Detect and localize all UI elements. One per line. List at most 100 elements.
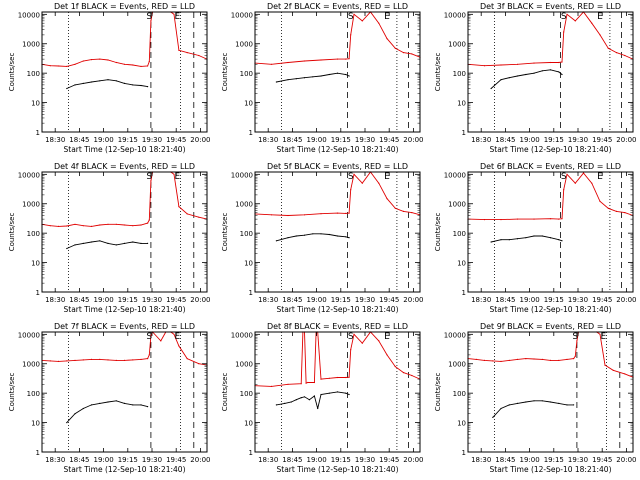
flag-marker: S [348,12,354,22]
x-tick-label: 18:30 [258,136,278,144]
x-axis-label: Start Time (12-Sep-10 18:21:40) [490,145,612,154]
data-point-lld [483,65,486,67]
data-point-lld [287,383,289,385]
data-point-events [516,238,519,240]
data-point-lld [361,342,363,344]
data-point-lld [336,376,339,379]
data-point-lld [563,189,565,191]
y-tick-label: 10 [244,100,253,108]
data-point-lld [378,182,380,184]
data-point-events [90,404,93,406]
y-tick-label: 1 [249,129,253,137]
y-tick-label: 1 [249,449,253,457]
data-point-events [287,79,289,81]
data-point-lld [186,358,188,360]
x-tick-label: 18:45 [69,456,89,464]
data-point-lld [90,59,93,61]
data-point-lld [500,64,502,66]
y-tick-label: 1 [36,129,40,137]
data-point-lld [525,358,527,360]
data-point-lld [123,63,126,65]
data-point-events [66,422,68,424]
data-point-lld [566,173,568,175]
data-point-lld [483,219,486,221]
y-axis-label: Counts/sec [434,213,442,252]
data-point-lld [320,378,322,380]
panel-title: Det 2f BLACK = Events, RED = LLD [267,2,408,11]
data-point-events [123,242,126,244]
data-point-events [492,416,494,418]
x-tick-label: 19:45 [166,136,186,144]
data-point-lld [173,173,175,175]
data-point-lld [394,207,396,209]
data-point-lld [107,223,109,225]
data-point-lld [558,218,560,220]
x-tick-label: 19:45 [166,456,186,464]
series-line-events [490,235,563,243]
data-point-lld [148,60,150,63]
y-axis-label: Counts/sec [221,373,229,412]
data-point-events [107,79,109,81]
flag-marker: S [572,332,578,342]
y-tick-label: 10000 [444,171,466,179]
data-point-lld [386,354,388,356]
data-point-lld [533,218,535,220]
x-tick-label: 18:45 [282,136,302,144]
x-tick-label: 20:00 [403,136,423,144]
data-point-events [295,235,297,237]
data-point-events [140,404,142,406]
data-point-lld [558,359,560,361]
y-tick-label: 100 [27,390,40,398]
data-point-lld [198,54,200,57]
y-tick-label: 100 [453,230,466,238]
plot-frame [41,11,208,133]
data-point-lld [66,360,68,362]
data-point-events [82,407,84,410]
data-point-events [348,393,350,396]
data-point-events [328,392,330,394]
data-point-lld [147,358,149,360]
x-axis-label: Start Time (12-Sep-10 18:21:40) [277,305,399,314]
data-point-lld [270,214,273,216]
data-point-lld [107,59,109,61]
data-point-events [348,237,350,239]
data-point-lld [508,359,510,361]
flag-marker: S [561,172,567,182]
data-point-lld [483,359,486,361]
data-point-events [115,244,117,246]
x-tick-label: 19:30 [568,136,588,144]
x-tick-label: 19:00 [520,136,540,144]
data-point-lld [49,65,51,67]
x-tick-label: 19:15 [331,296,351,304]
x-tick-label: 18:30 [471,456,491,464]
y-tick-label: 10 [31,260,40,268]
data-point-lld [336,58,339,60]
y-tick-label: 10000 [18,11,40,19]
data-point-lld [574,20,576,22]
flag-marker: E [384,332,390,342]
data-point-lld [328,377,330,379]
x-axis-label: Start Time (12-Sep-10 18:21:40) [277,465,399,474]
data-point-lld [516,358,519,360]
plot-frame [467,331,634,453]
y-tick-label: 100 [240,230,253,238]
data-point-lld [402,52,405,54]
data-point-lld [599,333,601,335]
x-axis-label: Start Time (12-Sep-10 18:21:40) [64,145,186,154]
data-point-lld [57,360,60,362]
data-point-events [147,406,149,408]
series-line-events [276,391,350,409]
data-point-events [312,76,314,78]
data-point-lld [574,182,576,184]
data-point-events [345,392,347,394]
data-point-events [549,237,552,239]
data-point-lld [186,213,188,215]
data-point-lld [140,358,142,360]
y-tick-label: 1000 [235,41,253,49]
x-tick-label: 20:00 [403,296,423,304]
data-point-events [573,404,575,406]
data-point-lld [66,225,68,227]
data-point-lld [132,225,134,227]
y-tick-label: 1000 [448,41,466,49]
y-axis-label: Counts/sec [434,53,442,92]
